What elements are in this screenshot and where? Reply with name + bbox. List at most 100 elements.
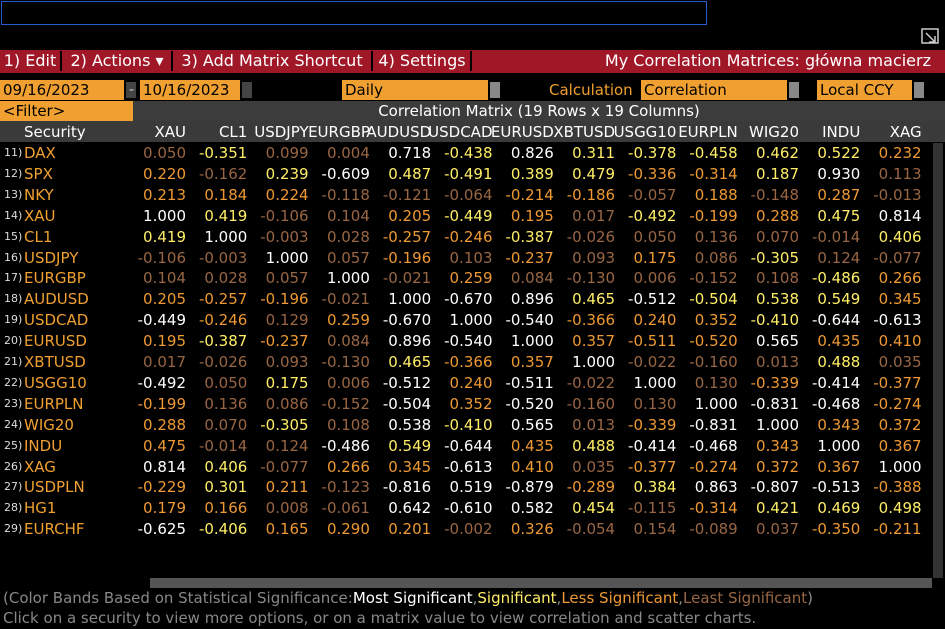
security[interactable]: CL1 [24,227,53,246]
matrix-value[interactable]: 0.522 [817,144,861,162]
matrix-value[interactable]: 1.000 [143,206,186,225]
matrix-value[interactable]: 0.093 [265,353,309,371]
matrix-value[interactable]: -0.274 [689,457,738,476]
security[interactable]: NKY [24,185,54,204]
matrix-value[interactable]: 0.863 [694,478,738,497]
matrix-value[interactable]: 0.028 [204,269,248,288]
matrix-value[interactable]: 0.896 [510,290,554,309]
matrix-value[interactable]: 0.050 [204,373,248,392]
security[interactable]: USDJPY [24,248,79,267]
matrix-value[interactable]: -0.199 [689,206,738,225]
matrix-value[interactable]: -0.609 [321,164,370,183]
security[interactable]: EURPLN [24,394,84,413]
matrix-value[interactable]: 0.549 [388,436,432,455]
matrix-value[interactable]: 0.287 [817,185,861,204]
security[interactable]: DAX [24,144,56,162]
matrix-value[interactable]: 0.028 [326,227,370,246]
matrix-value[interactable]: 0.037 [756,520,799,539]
matrix-value[interactable]: 0.184 [204,185,248,204]
matrix-value[interactable]: -0.089 [689,520,738,539]
matrix-value[interactable]: 0.419 [204,206,248,225]
matrix-value[interactable]: 0.195 [143,332,186,351]
dropdown-arrow[interactable] [914,82,924,98]
matrix-value[interactable]: 0.084 [326,332,370,351]
matrix-value[interactable]: 0.017 [143,353,186,371]
start-date[interactable]: 09/16/2023 [0,80,124,100]
matrix-value[interactable]: -0.670 [444,290,493,309]
matrix-value[interactable]: -0.118 [321,185,370,204]
calendar-icon[interactable] [126,82,136,98]
matrix-value[interactable]: 0.389 [510,164,554,183]
matrix-value[interactable]: -0.339 [750,373,799,392]
matrix-value[interactable]: 0.099 [265,144,309,162]
matrix-value[interactable]: 1.000 [265,248,309,267]
matrix-value[interactable]: 0.013 [756,353,799,371]
matrix-value[interactable]: 0.421 [756,499,799,518]
matrix-value[interactable]: 0.259 [326,311,370,330]
security[interactable]: USDCAD [24,311,89,330]
matrix-value[interactable]: 1.000 [326,269,370,288]
matrix-value[interactable]: -0.152 [689,269,738,288]
matrix-value[interactable]: -0.831 [750,394,799,413]
matrix-value[interactable]: 0.896 [388,332,432,351]
matrix-value[interactable]: 1.000 [449,311,493,330]
matrix-value[interactable]: -0.377 [628,457,677,476]
matrix-value[interactable]: 0.384 [633,478,677,497]
matrix-value[interactable]: -0.351 [198,144,248,162]
matrix-value[interactable]: 0.154 [633,520,677,539]
matrix-value[interactable]: 0.165 [265,520,309,539]
calendar-icon[interactable] [242,82,252,98]
security[interactable]: INDU [24,436,63,455]
matrix-value[interactable]: 1.000 [388,290,432,309]
matrix-value[interactable]: -0.438 [444,144,493,162]
window-icon[interactable] [920,27,944,49]
matrix-value[interactable]: -0.670 [382,311,432,330]
matrix-value[interactable]: -0.336 [628,164,677,183]
matrix-value[interactable]: -0.160 [689,353,738,371]
matrix-value[interactable]: -0.002 [444,520,493,539]
matrix-value[interactable]: -0.540 [444,332,493,351]
matrix-value[interactable]: 0.565 [510,415,554,434]
matrix-value[interactable]: 0.213 [143,185,186,204]
matrix-value[interactable]: 0.013 [572,415,616,434]
matrix-value[interactable]: 0.345 [878,290,922,309]
security[interactable]: USDPLN [24,478,85,497]
matrix-value[interactable]: -0.486 [321,436,370,455]
matrix-value[interactable]: 0.488 [817,353,861,371]
matrix-value[interactable]: -0.013 [873,185,922,204]
command-line[interactable] [1,1,707,25]
matrix-value[interactable]: -0.211 [873,520,922,539]
matrix-value[interactable]: -0.057 [628,185,677,204]
matrix-value[interactable]: 0.930 [817,164,861,183]
matrix-value[interactable]: -0.520 [689,332,738,351]
matrix-value[interactable]: 0.070 [204,415,248,434]
matrix-value[interactable]: 0.343 [756,436,799,455]
horizontal-scrollbar[interactable] [150,578,932,588]
matrix-value[interactable]: 0.290 [326,520,370,539]
matrix-value[interactable]: 0.070 [756,227,799,246]
matrix-value[interactable]: -0.492 [628,206,677,225]
matrix-value[interactable]: 0.136 [694,227,738,246]
matrix-value[interactable]: 1.000 [633,373,677,392]
matrix-value[interactable]: 1.000 [510,332,554,351]
matrix-value[interactable]: 0.175 [265,373,309,392]
matrix-value[interactable]: 0.008 [265,499,309,518]
matrix-value[interactable]: 0.487 [388,164,432,183]
matrix-value[interactable]: -0.237 [505,248,554,267]
matrix-value[interactable]: -0.130 [566,269,616,288]
matrix-value[interactable]: -0.492 [137,373,186,392]
matrix-value[interactable]: 0.538 [388,415,432,434]
matrix-value[interactable]: 0.343 [817,415,861,434]
matrix-value[interactable]: 0.239 [265,164,309,183]
security[interactable]: SPX [24,164,53,183]
matrix-value[interactable]: -0.106 [137,248,186,267]
matrix-value[interactable]: -0.064 [444,185,493,204]
matrix-value[interactable]: -0.449 [137,311,186,330]
matrix-value[interactable]: -0.257 [198,290,248,309]
matrix-value[interactable]: -0.021 [321,290,370,309]
matrix-value[interactable]: 0.814 [143,457,186,476]
security[interactable]: USGG10 [24,373,87,392]
matrix-value[interactable]: 0.035 [572,457,616,476]
matrix-value[interactable]: -0.377 [873,373,922,392]
matrix-value[interactable]: 0.311 [572,144,616,162]
